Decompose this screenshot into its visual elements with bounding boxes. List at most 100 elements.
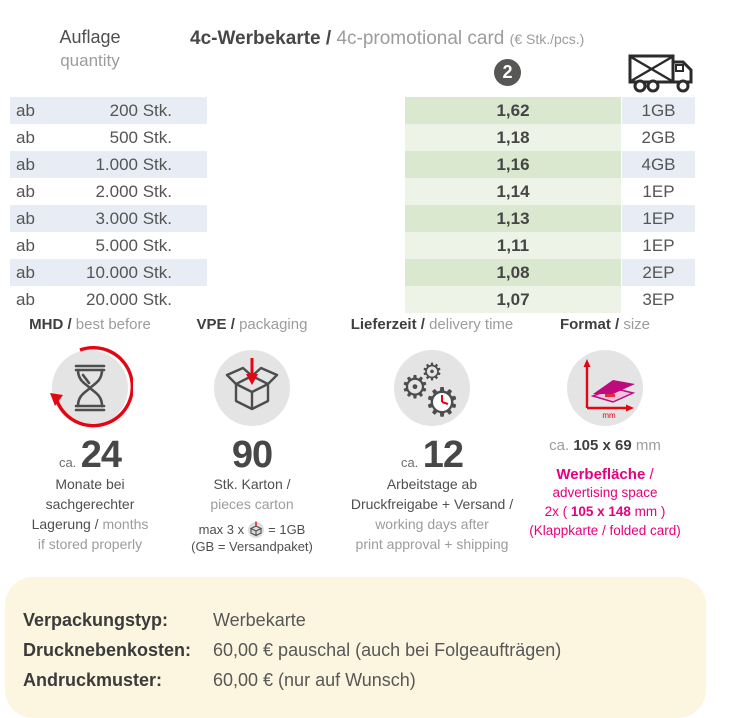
table-row: ab 2.000 Stk. 1,14 1EP xyxy=(0,178,730,205)
delivery-description: Arbeitstage ab Druckfreigabe + Versand /… xyxy=(330,474,534,554)
detail-label: Drucknebenkosten: xyxy=(23,640,192,660)
qty-prefix: ab xyxy=(16,100,35,120)
mini-box-icon xyxy=(247,520,265,539)
table-row: ab 1.000 Stk. 1,16 4GB xyxy=(0,151,730,178)
price-column-badge: 2 xyxy=(494,59,521,86)
detail-row: Andruckmuster: 60,00 € (nur auf Wunsch) xyxy=(23,665,561,695)
mhd-line1: Monate bei xyxy=(55,476,125,492)
vpe-number: 90 xyxy=(231,434,273,476)
quantity-cell: ab 20.000 Stk. xyxy=(10,286,207,313)
svg-text:⚙: ⚙ xyxy=(421,358,443,386)
vpe-heading: VPE / packaging xyxy=(177,316,327,333)
ca-label: ca. xyxy=(58,455,77,470)
vpe-note-line1: max 3 x = 1GB xyxy=(167,520,337,539)
price-cell: 1,11 xyxy=(405,232,621,259)
qty-value: 500 Stk. xyxy=(109,127,172,147)
svg-text:⚙: ⚙ xyxy=(401,368,430,406)
qty-prefix: ab xyxy=(16,235,35,255)
price-cell: 1,18 xyxy=(405,124,621,151)
card-size-icon: mm xyxy=(567,350,643,426)
quantity-column-label-de: Auflage xyxy=(59,27,121,47)
order-details-box: Verpackungstyp: Werbekarte Drucknebenkos… xyxy=(5,577,706,718)
price-cell: 1,16 xyxy=(405,151,621,178)
product-title-de: 4c-Werbekarte / xyxy=(190,28,337,49)
order-details: Verpackungstyp: Werbekarte Drucknebenkos… xyxy=(23,605,561,695)
quantity-cell: ab 3.000 Stk. xyxy=(10,205,207,232)
mhd-description: Monate bei sachgerechter Lagerung / mont… xyxy=(8,474,172,554)
vpe-heading-en: packaging xyxy=(239,316,308,333)
mhd-line3: Lagerung / months xyxy=(8,514,172,534)
qty-prefix: ab xyxy=(16,208,35,228)
quantity-cell: ab 1.000 Stk. xyxy=(10,151,207,178)
qty-prefix: ab xyxy=(16,154,35,174)
qty-prefix: ab xyxy=(16,127,35,147)
shipping-code-cell: 1EP xyxy=(642,235,675,255)
price-cell: 1,07 xyxy=(405,286,621,313)
format-heading-en: size xyxy=(623,316,651,333)
mhd-line3-de: Lagerung / xyxy=(31,516,103,532)
vpe-note2: (GB = Versandpaket) xyxy=(191,539,313,554)
shipping-code-cell: 1GB xyxy=(622,97,695,124)
format-heading: Format / size xyxy=(512,316,698,333)
ad-space-title-de: Werbefläche xyxy=(556,466,646,483)
price-cell: 1,13 xyxy=(405,205,621,232)
product-title-en: 4c-promotional card xyxy=(336,28,510,49)
svg-text:mm: mm xyxy=(602,411,616,420)
delivery-line4: print approval + shipping xyxy=(355,536,509,552)
vpe-heading-de: VPE / xyxy=(196,316,240,333)
quantity-cell: ab 2.000 Stk. xyxy=(10,178,207,205)
table-row: ab 200 Stk. 1,62 1GB xyxy=(0,97,730,124)
qty-value: 10.000 Stk. xyxy=(85,262,172,282)
vpe-line2: pieces carton xyxy=(210,496,294,512)
price-cell: 1,08 xyxy=(405,259,621,286)
format-size-value: 105 x 69 xyxy=(573,437,632,454)
shipping-code-cell: 1EP xyxy=(622,205,695,232)
qty-value: 20.000 Stk. xyxy=(85,289,172,309)
mhd-heading: MHD / best before xyxy=(15,316,165,333)
qty-value: 200 Stk. xyxy=(109,100,172,120)
qty-prefix: ab xyxy=(16,262,35,282)
mhd-heading-de: MHD / xyxy=(29,316,76,333)
packaging-box-icon xyxy=(214,350,290,426)
quantity-column-label-en: quantity xyxy=(60,51,120,70)
delivery-line3: working days after xyxy=(375,516,489,532)
shipping-code-cell: 3EP xyxy=(642,289,675,309)
quantity-cell: ab 500 Stk. xyxy=(10,124,207,151)
vpe-note1-post: = 1GB xyxy=(268,521,306,537)
qty-value: 5.000 Stk. xyxy=(95,235,172,255)
detail-value: 60,00 € (nur auf Wunsch) xyxy=(213,670,416,690)
quantity-cell: ab 5.000 Stk. xyxy=(10,232,207,259)
delivery-line1: Arbeitstage ab xyxy=(386,476,478,492)
qty-prefix: ab xyxy=(16,181,35,201)
mhd-heading-en: best before xyxy=(75,316,151,333)
detail-row: Verpackungstyp: Werbekarte xyxy=(23,605,561,635)
table-row: ab 20.000 Stk. 1,07 3EP xyxy=(0,286,730,313)
ad-space-title-en: advertising space xyxy=(552,485,658,500)
quantity-cell: ab 10.000 Stk. xyxy=(10,259,207,286)
gears-clock-icon: ⚙ ⚙ ⚙ xyxy=(394,350,470,426)
table-row: ab 500 Stk. 1,18 2GB xyxy=(0,124,730,151)
ad-space-title: Werbefläche / xyxy=(505,466,705,483)
detail-row: Drucknebenkosten: 60,00 € pauschal (auch… xyxy=(23,635,561,665)
format-heading-de: Format / xyxy=(559,316,624,333)
shipping-code-cell: 4GB xyxy=(622,151,695,178)
format-size-ca: ca. xyxy=(549,437,574,454)
price-cell: 1,62 xyxy=(405,97,621,124)
delivery-line2: Druckfreigabe + Versand / xyxy=(350,496,514,512)
qty-value: 1.000 Stk. xyxy=(95,154,172,174)
ad-size-post: mm ) xyxy=(630,504,666,519)
delivery-heading: Lieferzeit / delivery time xyxy=(337,316,527,333)
qty-value: 3.000 Stk. xyxy=(95,208,172,228)
vpe-note: max 3 x = 1GB (GB = Versandpaket) xyxy=(167,520,337,555)
mail-truck-icon xyxy=(627,52,697,99)
delivery-value: ca. 12 xyxy=(337,434,527,477)
format-size-unit: mm xyxy=(631,437,661,454)
qty-prefix: ab xyxy=(16,289,35,309)
mhd-line3-en: months xyxy=(102,516,149,532)
vpe-value: 90 xyxy=(177,434,327,477)
format-size: ca. 105 x 69 mm xyxy=(512,437,698,454)
delivery-heading-en: delivery time xyxy=(429,316,514,333)
vpe-description: Stk. Karton / pieces carton max 3 x = 1G… xyxy=(167,474,337,555)
price-table: ab 200 Stk. 1,62 1GB ab 500 Stk. 1,18 2GB … xyxy=(0,97,730,313)
